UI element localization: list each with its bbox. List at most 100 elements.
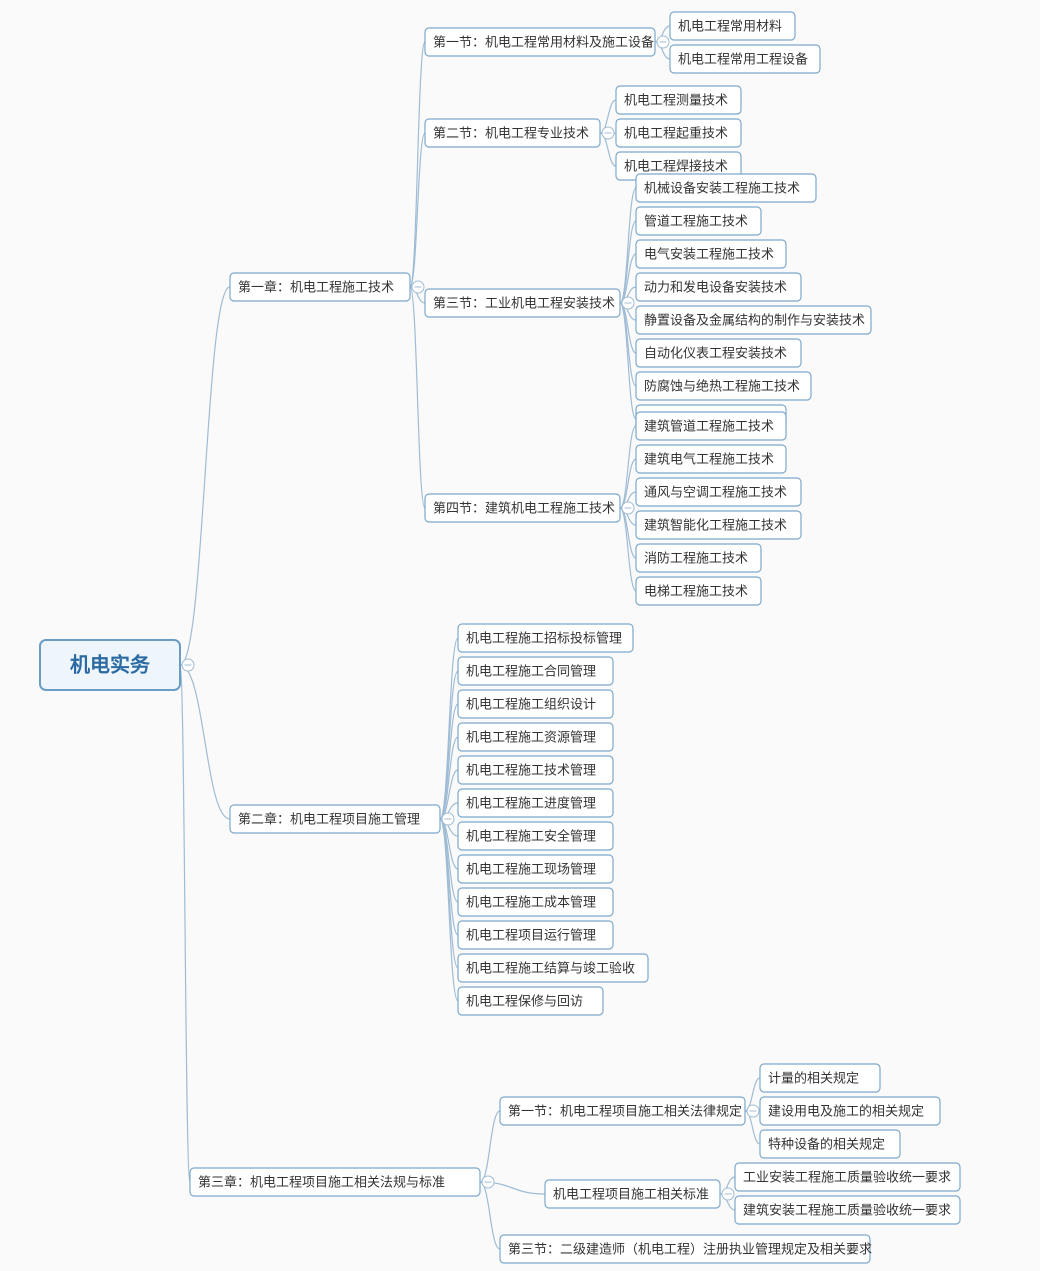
tree-node[interactable]: 机械设备安装工程施工技术 bbox=[636, 174, 816, 202]
node-label: 机电工程保修与回访 bbox=[466, 993, 583, 1008]
node-label: 管道工程施工技术 bbox=[644, 213, 748, 228]
tree-node[interactable]: 建筑智能化工程施工技术 bbox=[636, 511, 801, 539]
node-label: 建筑电气工程施工技术 bbox=[644, 451, 774, 466]
node-label: 机电工程施工组织设计 bbox=[466, 696, 596, 711]
tree-node[interactable]: 计量的相关规定 bbox=[760, 1064, 880, 1092]
node-label: 建筑安装工程施工质量验收统一要求 bbox=[743, 1202, 951, 1217]
tree-node[interactable]: 第二章：机电工程项目施工管理 bbox=[230, 805, 440, 833]
node-label: 机电工程施工安全管理 bbox=[466, 828, 596, 843]
node-label: 机电工程项目运行管理 bbox=[466, 927, 596, 942]
tree-node[interactable]: 第一节：机电工程常用材料及施工设备 bbox=[425, 28, 655, 56]
tree-node[interactable]: 机电工程施工结算与竣工验收 bbox=[458, 954, 648, 982]
tree-node[interactable]: 第三节：工业机电工程安装技术 bbox=[425, 289, 620, 317]
tree-node[interactable]: 机电工程保修与回访 bbox=[458, 987, 603, 1015]
node-label: 建筑智能化工程施工技术 bbox=[644, 517, 787, 532]
tree-node[interactable]: 机电工程施工成本管理 bbox=[458, 888, 613, 916]
node-label: 机电工程测量技术 bbox=[624, 92, 728, 107]
node-label: 第一章：机电工程施工技术 bbox=[238, 279, 394, 294]
collapse-toggle-icon[interactable] bbox=[182, 659, 194, 671]
tree-node[interactable]: 机电工程项目施工相关标准 bbox=[545, 1180, 720, 1208]
node-label: 电梯工程施工技术 bbox=[644, 583, 748, 598]
tree-node[interactable]: 机电工程施工进度管理 bbox=[458, 789, 613, 817]
collapse-toggle-icon[interactable] bbox=[622, 297, 634, 309]
node-label: 静置设备及金属结构的制作与安装技术 bbox=[644, 312, 865, 327]
node-label: 电气安装工程施工技术 bbox=[644, 246, 774, 261]
node-label: 第一节：机电工程项目施工相关法律规定 bbox=[508, 1103, 742, 1118]
tree-node[interactable]: 通风与空调工程施工技术 bbox=[636, 478, 801, 506]
collapse-toggle-icon[interactable] bbox=[657, 36, 669, 48]
tree-node[interactable]: 机电工程施工技术管理 bbox=[458, 756, 613, 784]
node-label: 防腐蚀与绝热工程施工技术 bbox=[644, 378, 800, 393]
node-label: 机械设备安装工程施工技术 bbox=[644, 180, 800, 195]
tree-node[interactable]: 工业安装工程施工质量验收统一要求 bbox=[735, 1163, 960, 1191]
node-label: 机电工程施工成本管理 bbox=[466, 894, 596, 909]
node-label: 机电工程施工现场管理 bbox=[466, 861, 596, 876]
tree-node[interactable]: 建设用电及施工的相关规定 bbox=[760, 1097, 940, 1125]
tree-node[interactable]: 机电工程施工现场管理 bbox=[458, 855, 613, 883]
tree-node[interactable]: 第一节：机电工程项目施工相关法律规定 bbox=[500, 1097, 745, 1125]
node-label: 动力和发电设备安装技术 bbox=[644, 279, 787, 294]
tree-node[interactable]: 静置设备及金属结构的制作与安装技术 bbox=[636, 306, 871, 334]
tree-node[interactable]: 第一章：机电工程施工技术 bbox=[230, 273, 410, 301]
tree-node[interactable]: 建筑管道工程施工技术 bbox=[636, 412, 786, 440]
tree-node[interactable]: 机电工程施工资源管理 bbox=[458, 723, 613, 751]
tree-node[interactable]: 建筑安装工程施工质量验收统一要求 bbox=[735, 1196, 960, 1224]
tree-node[interactable]: 机电工程施工安全管理 bbox=[458, 822, 613, 850]
collapse-toggle-icon[interactable] bbox=[747, 1105, 759, 1117]
collapse-toggle-icon[interactable] bbox=[412, 281, 424, 293]
node-label: 机电工程常用工程设备 bbox=[678, 51, 808, 66]
tree-node[interactable]: 机电工程常用材料 bbox=[670, 12, 795, 40]
tree-node[interactable]: 第三章：机电工程项目施工相关法规与标准 bbox=[190, 1168, 480, 1196]
root-node[interactable]: 机电实务 bbox=[40, 640, 180, 690]
mindmap-canvas: 机电实务 第一章：机电工程施工技术第二章：机电工程项目施工管理第三章：机电工程项目… bbox=[0, 0, 1040, 1271]
tree-node[interactable]: 动力和发电设备安装技术 bbox=[636, 273, 801, 301]
node-label: 消防工程施工技术 bbox=[644, 550, 748, 565]
collapse-toggle-icon[interactable] bbox=[442, 813, 454, 825]
tree-node[interactable]: 自动化仪表工程安装技术 bbox=[636, 339, 801, 367]
tree-node[interactable]: 电气安装工程施工技术 bbox=[636, 240, 786, 268]
tree-node[interactable]: 特种设备的相关规定 bbox=[760, 1130, 900, 1158]
node-label: 自动化仪表工程安装技术 bbox=[644, 345, 787, 360]
collapse-toggle-icon[interactable] bbox=[482, 1176, 494, 1188]
node-label: 机电工程焊接技术 bbox=[624, 158, 728, 173]
collapse-toggle-icon[interactable] bbox=[602, 127, 614, 139]
node-label: 机电工程施工资源管理 bbox=[466, 729, 596, 744]
tree-node[interactable]: 机电工程施工组织设计 bbox=[458, 690, 613, 718]
tree-node[interactable]: 第二节：机电工程专业技术 bbox=[425, 119, 600, 147]
tree-node[interactable]: 机电工程常用工程设备 bbox=[670, 45, 820, 73]
node-label: 机电工程施工合同管理 bbox=[466, 663, 596, 678]
node-label: 机电工程施工进度管理 bbox=[466, 795, 596, 810]
node-label: 工业安装工程施工质量验收统一要求 bbox=[743, 1169, 951, 1184]
tree-node[interactable]: 消防工程施工技术 bbox=[636, 544, 761, 572]
node-label: 特种设备的相关规定 bbox=[768, 1136, 885, 1151]
tree-node[interactable]: 第三节：二级建造师（机电工程）注册执业管理规定及相关要求 bbox=[500, 1235, 872, 1263]
tree-node[interactable]: 机电工程施工合同管理 bbox=[458, 657, 613, 685]
node-label: 第四节：建筑机电工程施工技术 bbox=[433, 500, 615, 515]
collapse-toggle-icon[interactable] bbox=[722, 1188, 734, 1200]
tree-node[interactable]: 电梯工程施工技术 bbox=[636, 577, 761, 605]
tree-node[interactable]: 建筑电气工程施工技术 bbox=[636, 445, 786, 473]
tree-node[interactable]: 管道工程施工技术 bbox=[636, 207, 761, 235]
tree-node[interactable]: 防腐蚀与绝热工程施工技术 bbox=[636, 372, 811, 400]
node-label: 机电工程施工技术管理 bbox=[466, 762, 596, 777]
node-label: 第二节：机电工程专业技术 bbox=[433, 125, 589, 140]
collapse-toggle-icon[interactable] bbox=[622, 502, 634, 514]
tree-node[interactable]: 机电工程项目运行管理 bbox=[458, 921, 613, 949]
node-label: 机电工程施工结算与竣工验收 bbox=[466, 960, 635, 975]
node-label: 机电工程施工招标投标管理 bbox=[466, 630, 622, 645]
node-label: 建筑管道工程施工技术 bbox=[644, 418, 774, 433]
node-label: 通风与空调工程施工技术 bbox=[644, 484, 787, 499]
node-label: 第三章：机电工程项目施工相关法规与标准 bbox=[198, 1174, 445, 1189]
node-label: 建设用电及施工的相关规定 bbox=[768, 1103, 924, 1118]
tree-node[interactable]: 机电工程施工招标投标管理 bbox=[458, 624, 633, 652]
tree-node[interactable]: 第四节：建筑机电工程施工技术 bbox=[425, 494, 620, 522]
node-label: 第三节：二级建造师（机电工程）注册执业管理规定及相关要求 bbox=[508, 1241, 872, 1256]
tree-node[interactable]: 机电工程起重技术 bbox=[616, 119, 741, 147]
node-label: 机电工程起重技术 bbox=[624, 125, 728, 140]
node-label: 计量的相关规定 bbox=[768, 1070, 859, 1085]
tree-node[interactable]: 机电工程测量技术 bbox=[616, 86, 741, 114]
node-label: 第二章：机电工程项目施工管理 bbox=[238, 811, 420, 826]
node-label: 第三节：工业机电工程安装技术 bbox=[433, 295, 615, 310]
node-label: 机电工程项目施工相关标准 bbox=[553, 1186, 709, 1201]
node-label: 机电实务 bbox=[70, 652, 151, 676]
